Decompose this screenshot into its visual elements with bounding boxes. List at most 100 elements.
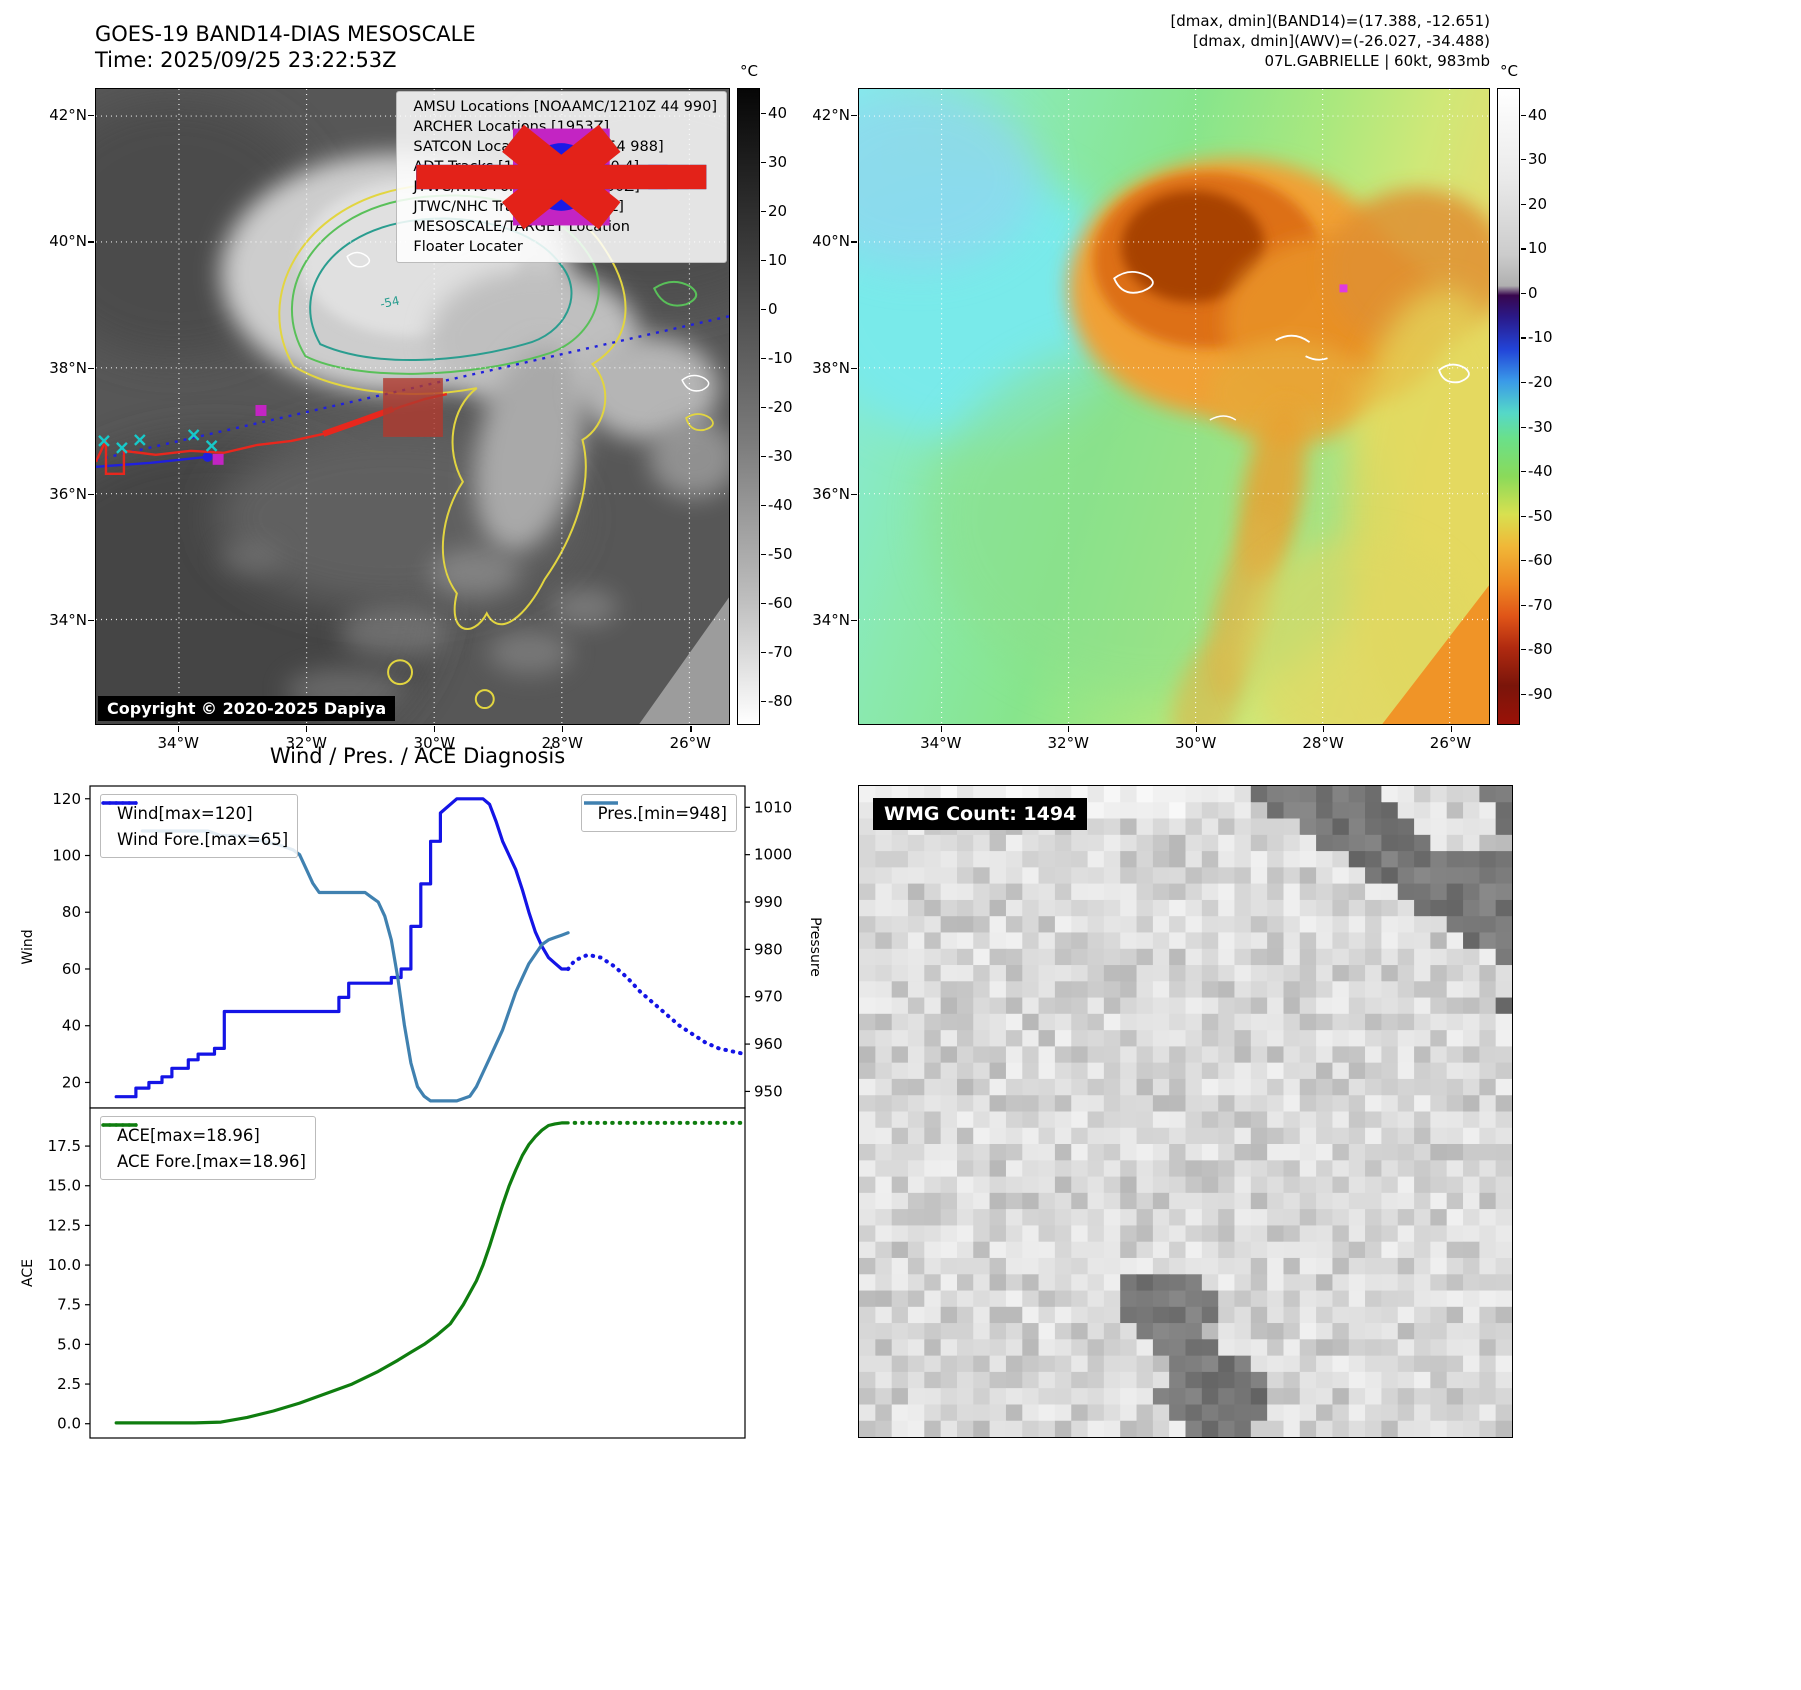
- mosaic-cell: [1234, 1290, 1252, 1308]
- mosaic-cell: [940, 1225, 958, 1243]
- mosaic-cell: [1332, 1225, 1350, 1243]
- mosaic-cell: [1169, 851, 1187, 868]
- mosaic-cell: [1332, 1127, 1350, 1145]
- mosaic-cell: [1365, 1257, 1382, 1275]
- mosaic-cell: [859, 786, 876, 803]
- mosaic-cell: [1397, 1111, 1415, 1129]
- mosaic-cell: [1169, 932, 1187, 950]
- mosaic-cell: [859, 1144, 876, 1161]
- mosaic-cell: [1120, 1339, 1138, 1357]
- mosaic-cell: [1005, 1420, 1023, 1437]
- mosaic-cell: [1250, 1062, 1268, 1080]
- mosaic-cell: [1446, 883, 1464, 901]
- mosaic-cell: [1365, 948, 1382, 966]
- mosaic-cell: [1169, 1160, 1187, 1178]
- mosaic-cell: [924, 1192, 942, 1210]
- colorbar-tick: [761, 406, 766, 408]
- colorbar-tick: [1521, 693, 1526, 695]
- mosaic-cell: [907, 1160, 925, 1178]
- mosaic-cell: [956, 1160, 974, 1178]
- mosaic-cell: [1299, 916, 1317, 934]
- mosaic-cell: [1185, 1241, 1203, 1259]
- mosaic-cell: [1234, 883, 1252, 901]
- mosaic-cell: [907, 1111, 925, 1129]
- mosaic-cell: [1414, 981, 1432, 999]
- mosaic-cell: [1495, 1030, 1512, 1047]
- mosaic-cell: [1169, 1371, 1187, 1389]
- mosaic-cell: [989, 1062, 1007, 1080]
- mosaic-cell: [973, 1420, 991, 1437]
- mosaic-cell: [1446, 997, 1464, 1015]
- mosaic-cell: [989, 1030, 1007, 1047]
- mosaic-cell: [1185, 1404, 1203, 1422]
- mosaic-cell: [1169, 1192, 1187, 1210]
- mosaic-cell: [1381, 1192, 1399, 1210]
- mosaic-cell: [1250, 851, 1268, 868]
- mosaic-cell: [859, 1111, 876, 1129]
- mosaic-cell: [989, 851, 1007, 868]
- mosaic-cell: [1316, 981, 1334, 999]
- mosaic-cell: [1381, 851, 1399, 868]
- mosaic-cell: [1120, 1030, 1138, 1047]
- mosaic-cell: [859, 1176, 876, 1194]
- mosaic-cell: [1234, 1192, 1252, 1210]
- colorbar-tick: [1521, 337, 1526, 339]
- satcon-markers: [98, 429, 218, 454]
- mosaic-cell: [1038, 1013, 1056, 1031]
- y-tick-label: 980: [754, 940, 783, 958]
- mosaic-cell: [1365, 1046, 1382, 1064]
- mosaic-cell: [907, 1078, 925, 1096]
- mosaic-cell: [1365, 1371, 1382, 1389]
- legend-label: Wind Fore.[max=65]: [117, 829, 289, 849]
- mosaic-cell: [1479, 1323, 1497, 1340]
- mosaic-cell: [1152, 1078, 1170, 1096]
- white-contour: [1438, 363, 1470, 384]
- chart-legend: Pres.[min=948]: [580, 794, 737, 832]
- mosaic-cell: [1169, 1078, 1187, 1096]
- colorbar-tick-label: 0: [1528, 283, 1538, 302]
- mosaic-cell: [1381, 916, 1399, 934]
- mosaic-cell: [956, 899, 974, 917]
- mosaic-cell: [1430, 818, 1448, 836]
- mosaic-cell: [1397, 834, 1415, 852]
- mosaic-cell: [1022, 1062, 1040, 1080]
- mosaic-cell: [859, 1241, 876, 1259]
- mosaic-cell: [1348, 1388, 1366, 1405]
- mosaic-cell: [1201, 1176, 1219, 1194]
- mosaic-cell: [1218, 1274, 1236, 1292]
- white-contour: [1275, 334, 1328, 361]
- mosaic-cell: [1071, 1225, 1089, 1243]
- lon-tick: [1323, 726, 1325, 732]
- mosaic-cell: [1283, 867, 1301, 885]
- mosaic-cell: [1185, 1078, 1203, 1096]
- mosaic-cell: [859, 867, 876, 885]
- mosaic-cell: [891, 981, 909, 999]
- lat-tick: [851, 493, 857, 496]
- mosaic-cell: [907, 1355, 925, 1373]
- mosaic-cell: [1218, 1046, 1236, 1064]
- mosaic-cell: [1038, 916, 1056, 934]
- mosaic-cell: [1495, 1046, 1512, 1064]
- mosaic-cell: [1005, 1404, 1023, 1422]
- mosaic-cell: [989, 1290, 1007, 1308]
- jtwc-track-point: [202, 451, 213, 462]
- mosaic-cell: [1348, 1241, 1366, 1259]
- mosaic-cell: [1397, 1176, 1415, 1194]
- mosaic-cell: [1152, 1290, 1170, 1308]
- mosaic-cell: [1022, 1371, 1040, 1389]
- mosaic-cell: [1365, 1241, 1382, 1259]
- mosaic-cell: [1250, 1306, 1268, 1324]
- mosaic-cell: [1250, 1111, 1268, 1129]
- mosaic-cell: [859, 997, 876, 1015]
- mosaic-cell: [1185, 883, 1203, 901]
- mosaic-cell: [1332, 1257, 1350, 1275]
- mosaic-cell: [1250, 932, 1268, 950]
- mosaic-cell: [956, 1306, 974, 1324]
- mosaic-cell: [940, 1355, 958, 1373]
- mosaic-cell: [1332, 834, 1350, 852]
- mosaic-cell: [1397, 1339, 1415, 1357]
- mosaic-cell: [1103, 1420, 1121, 1437]
- mosaic-cell: [1087, 1160, 1105, 1178]
- colorbar-tick: [761, 504, 766, 506]
- mosaic-cell: [1283, 1127, 1301, 1145]
